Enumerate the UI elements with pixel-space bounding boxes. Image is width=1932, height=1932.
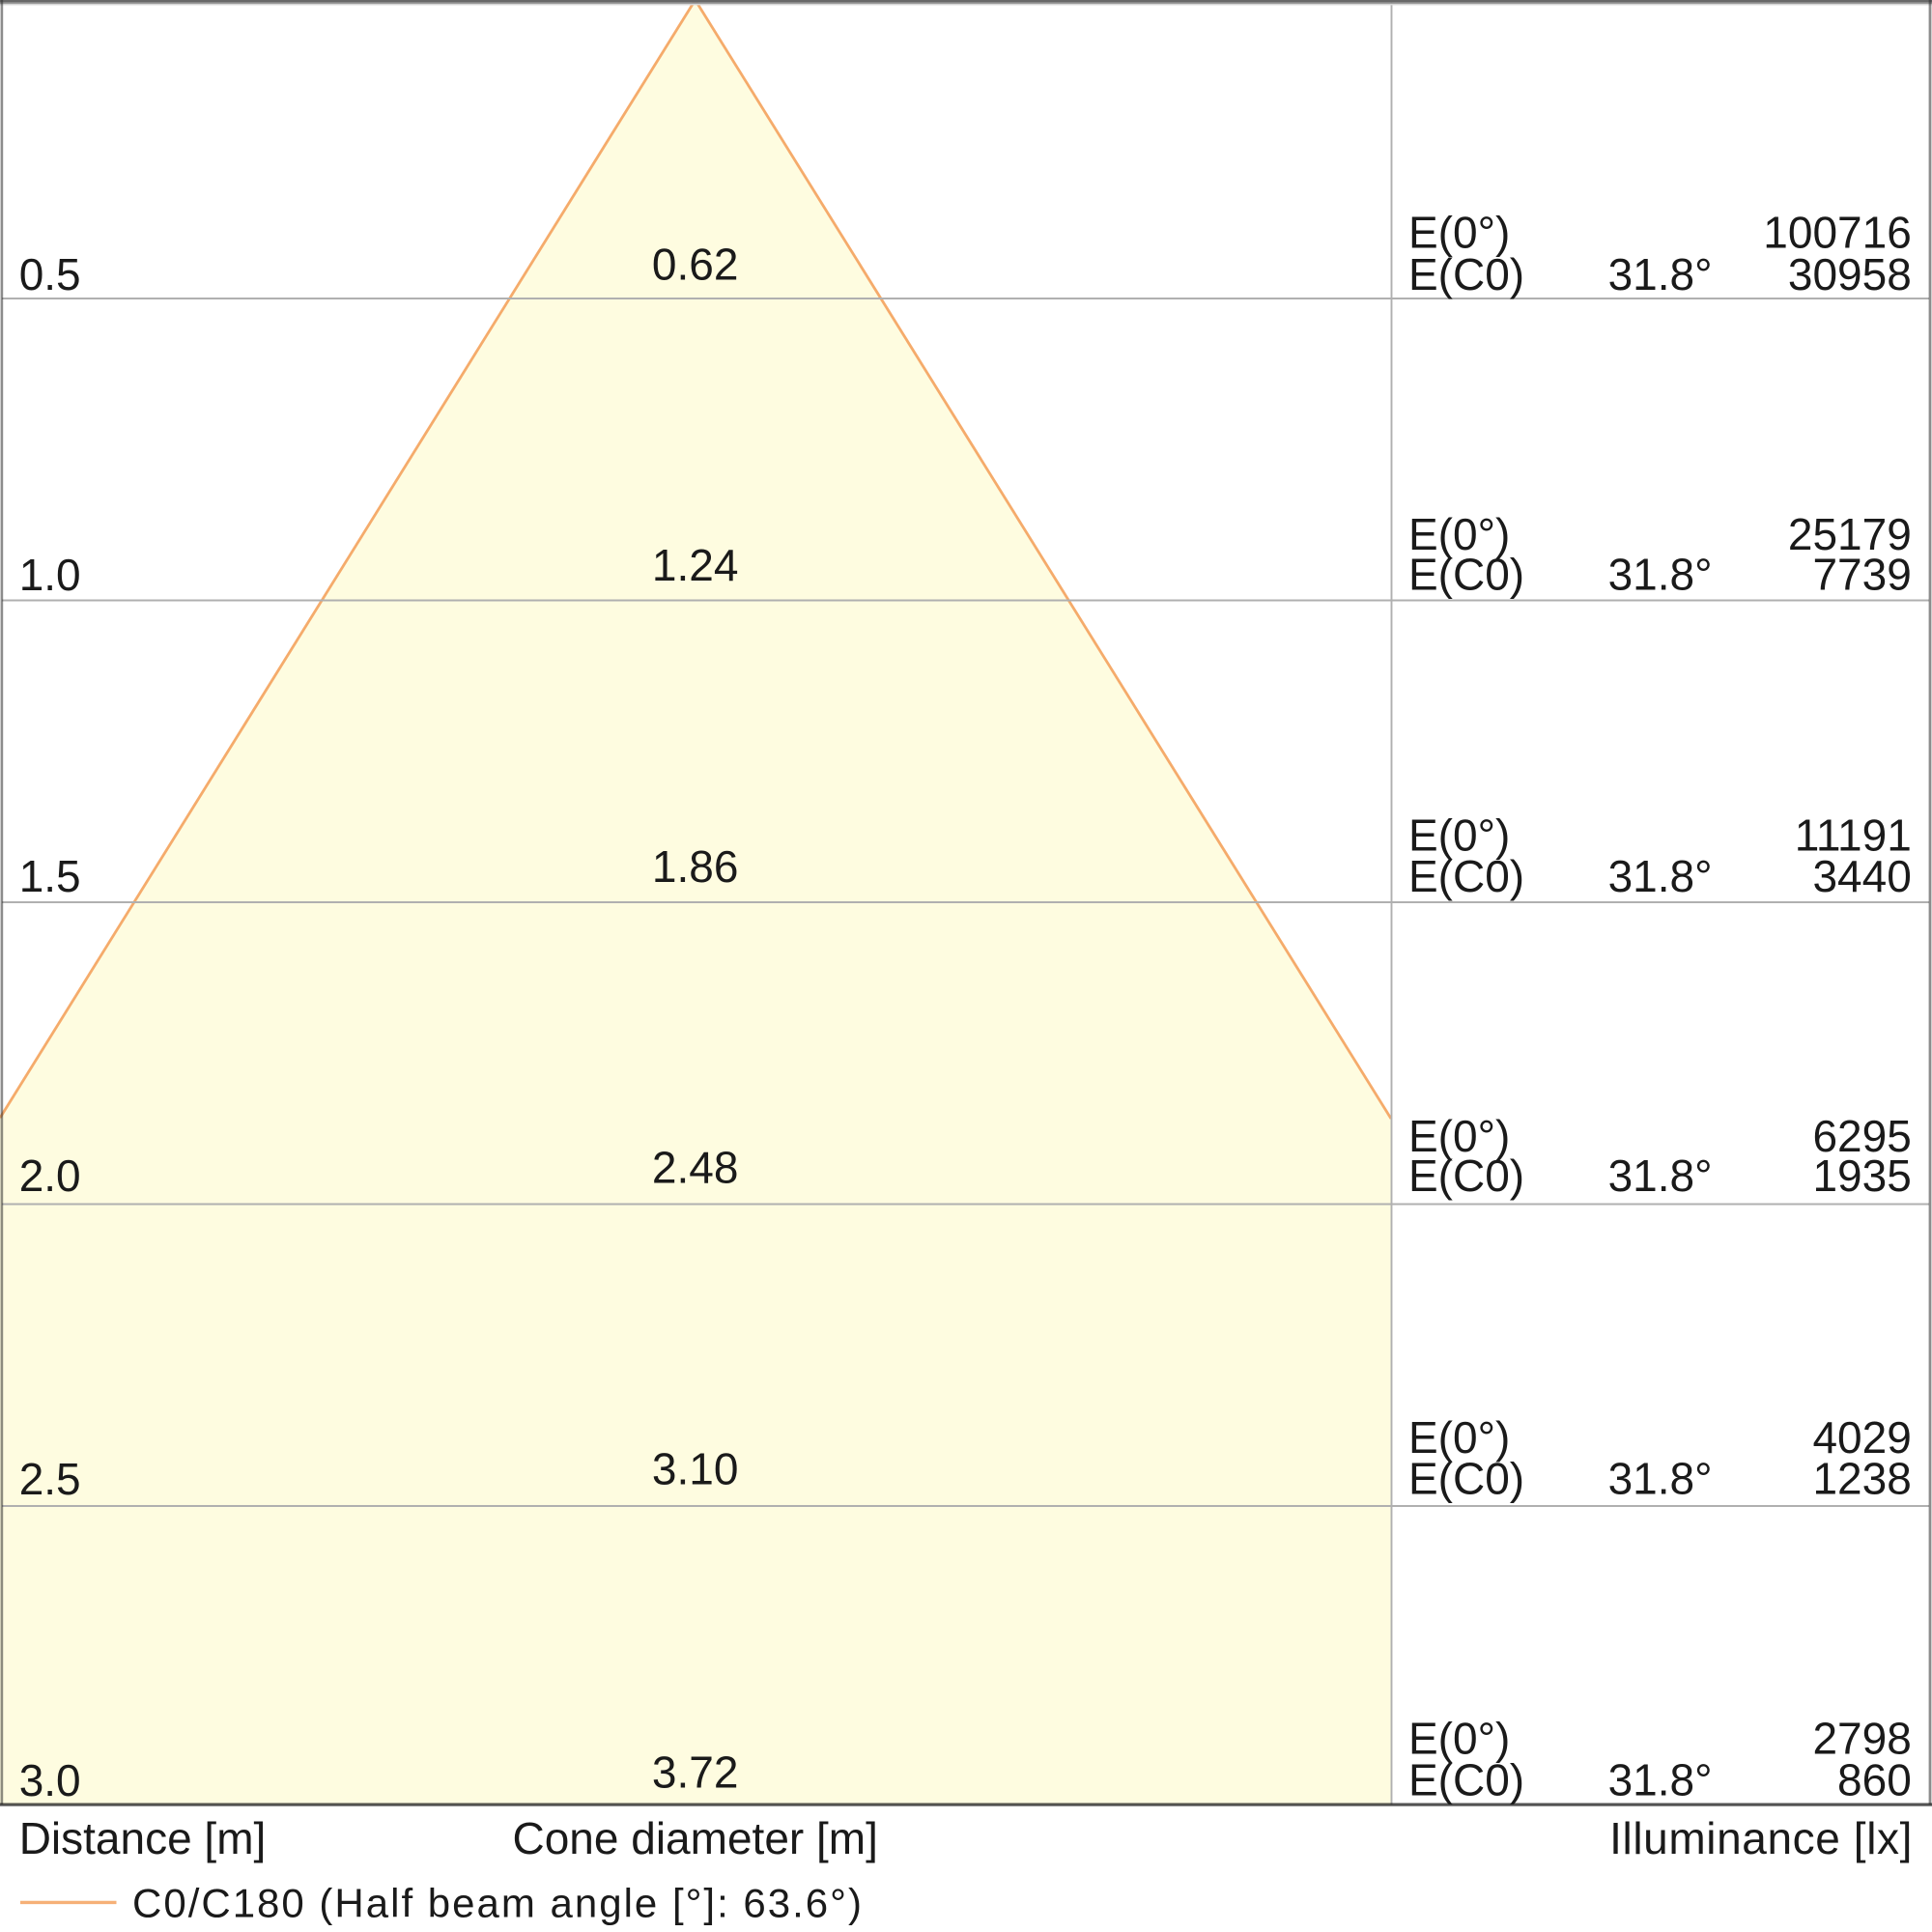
svg-text:Distance [m]: Distance [m]: [19, 1813, 267, 1863]
svg-text:31.8°: 31.8°: [1608, 1151, 1713, 1201]
svg-text:E(0°): E(0°): [1408, 1412, 1510, 1463]
svg-text:3440: 3440: [1812, 851, 1911, 901]
svg-text:E(C0): E(C0): [1408, 1755, 1524, 1805]
svg-text:E(0°): E(0°): [1408, 1111, 1510, 1161]
svg-text:1.86: 1.86: [652, 841, 739, 892]
svg-text:4029: 4029: [1812, 1412, 1911, 1463]
svg-text:C0/C180 (Half beam angle [°]:: C0/C180 (Half beam angle [°]: 63.6°): [132, 1881, 864, 1926]
svg-text:2.5: 2.5: [19, 1454, 81, 1504]
svg-text:E(C0): E(C0): [1408, 1454, 1524, 1504]
svg-text:E(C0): E(C0): [1408, 851, 1524, 901]
svg-text:E(C0): E(C0): [1408, 249, 1524, 299]
svg-text:E(0°): E(0°): [1408, 1714, 1510, 1764]
svg-text:31.8°: 31.8°: [1608, 550, 1713, 600]
svg-text:1935: 1935: [1812, 1151, 1911, 1201]
svg-text:E(C0): E(C0): [1408, 550, 1524, 600]
svg-text:0.62: 0.62: [652, 239, 739, 289]
svg-text:3.72: 3.72: [652, 1747, 739, 1798]
svg-text:E(C0): E(C0): [1408, 1151, 1524, 1201]
svg-text:1.5: 1.5: [19, 851, 81, 901]
svg-text:1.24: 1.24: [652, 540, 739, 590]
svg-text:Illuminance [lx]: Illuminance [lx]: [1609, 1813, 1913, 1863]
svg-text:E(0°): E(0°): [1408, 810, 1510, 861]
svg-text:2.0: 2.0: [19, 1151, 81, 1201]
svg-text:E(0°): E(0°): [1408, 509, 1510, 559]
svg-text:3.10: 3.10: [652, 1444, 739, 1494]
svg-text:2798: 2798: [1812, 1714, 1911, 1764]
svg-text:25179: 25179: [1788, 509, 1912, 559]
svg-text:31.8°: 31.8°: [1608, 1755, 1713, 1805]
svg-text:31.8°: 31.8°: [1608, 249, 1713, 299]
svg-text:3.0: 3.0: [19, 1755, 81, 1805]
svg-text:6295: 6295: [1812, 1111, 1911, 1161]
svg-text:2.48: 2.48: [652, 1143, 739, 1193]
svg-text:1238: 1238: [1812, 1454, 1911, 1504]
svg-text:31.8°: 31.8°: [1608, 1454, 1713, 1504]
svg-text:31.8°: 31.8°: [1608, 851, 1713, 901]
svg-text:860: 860: [1837, 1755, 1912, 1805]
svg-text:30958: 30958: [1788, 249, 1912, 299]
svg-text:0.5: 0.5: [19, 249, 81, 299]
svg-text:11191: 11191: [1795, 810, 1912, 861]
svg-text:1.0: 1.0: [19, 550, 81, 600]
svg-text:100716: 100716: [1763, 208, 1912, 258]
svg-text:E(0°): E(0°): [1408, 208, 1510, 258]
svg-text:Cone diameter [m]: Cone diameter [m]: [513, 1813, 878, 1863]
svg-text:7739: 7739: [1812, 550, 1911, 600]
